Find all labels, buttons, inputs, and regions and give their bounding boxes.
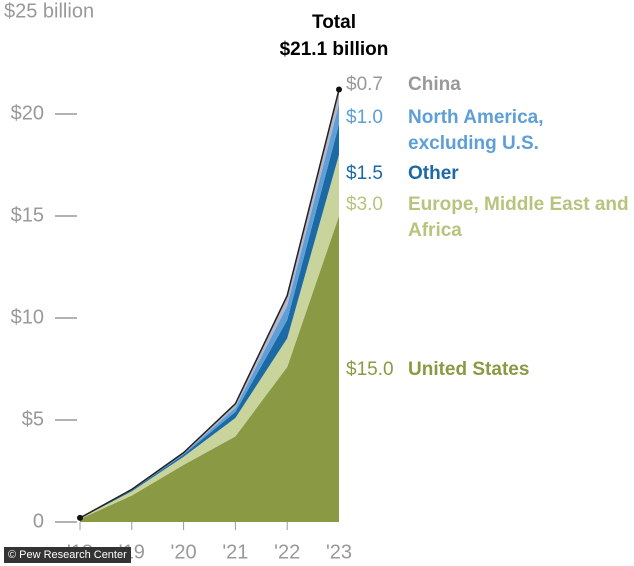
value-label: $0.7 — [346, 74, 383, 95]
x-tick-label: '20 — [171, 541, 197, 563]
end-dot — [336, 86, 342, 93]
source: © Pew Research Center — [4, 547, 131, 563]
value-label: $1.0 — [346, 107, 383, 128]
value-label: $1.5 — [346, 163, 383, 184]
area — [80, 154, 339, 519]
total-value: $21.1 billion — [280, 39, 389, 60]
legend-label: China — [408, 74, 461, 95]
x-tick-label: '22 — [274, 541, 300, 563]
value-label: $15.0 — [346, 359, 394, 380]
total-title: Total — [312, 12, 356, 33]
x-tick-label: '21 — [222, 541, 248, 563]
end-dot — [77, 514, 83, 521]
total-outline — [79, 89, 340, 519]
legend-label: United States — [408, 359, 530, 380]
y-tick-label: $20 — [11, 102, 44, 124]
y-tick-label: $10 — [11, 306, 44, 328]
x-tick-label: '23 — [326, 541, 352, 563]
area — [80, 103, 339, 518]
legend-label: Other — [408, 163, 459, 184]
y-tick-label: $15 — [11, 204, 44, 226]
legend-label: Europe, Middle East and Africa — [408, 194, 629, 241]
value-label: $3.0 — [346, 194, 383, 215]
y-tick-label: $5 — [22, 408, 44, 430]
y-tick-label: 0 — [33, 510, 44, 532]
area — [80, 89, 339, 518]
y-tick-label: $25 billion — [4, 0, 94, 22]
area — [80, 216, 339, 522]
legend-label: North America, excluding U.S. — [408, 107, 544, 154]
area — [80, 124, 339, 519]
